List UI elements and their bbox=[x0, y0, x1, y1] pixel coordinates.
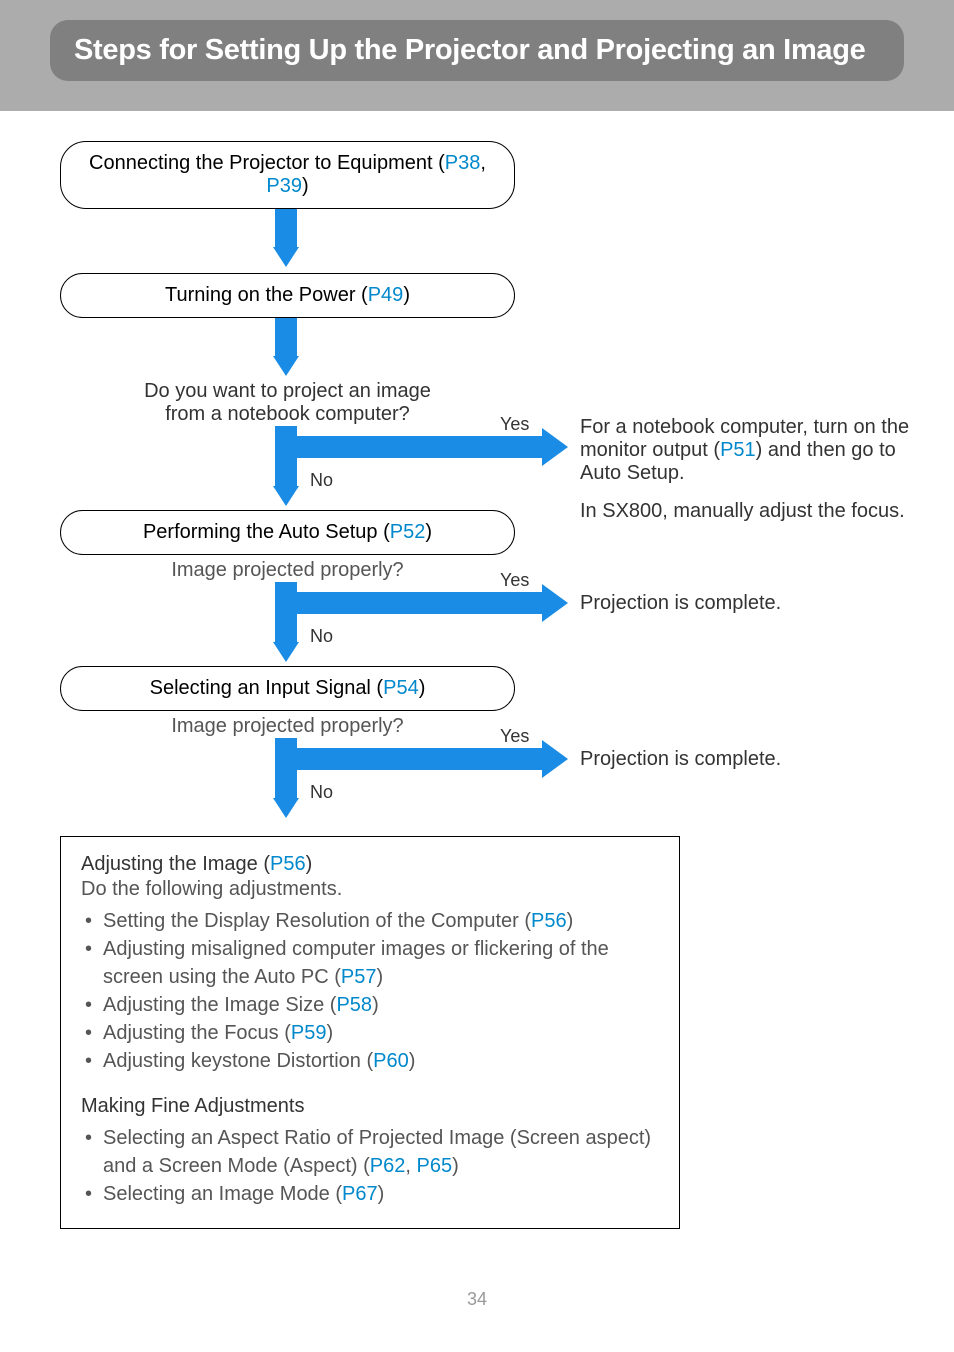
content-area: Connecting the Projector to Equipment (P… bbox=[0, 111, 954, 1269]
step-connecting: Connecting the Projector to Equipment (P… bbox=[60, 141, 515, 209]
step-auto-setup: Performing the Auto Setup (P52) bbox=[60, 510, 515, 555]
yes-label-3: Yes bbox=[500, 726, 529, 747]
arrow-down-icon bbox=[273, 356, 299, 376]
step4-pre: Selecting an Input Signal ( bbox=[150, 677, 384, 699]
link-p51[interactable]: P51 bbox=[720, 439, 756, 461]
adjusting-image-box: Adjusting the Image (P56) Do the followi… bbox=[60, 836, 680, 1229]
list-item: Adjusting misaligned computer images or … bbox=[81, 935, 659, 991]
link-p60[interactable]: P60 bbox=[373, 1050, 409, 1072]
step1-sep: , bbox=[480, 152, 486, 174]
link-p67[interactable]: P67 bbox=[342, 1183, 378, 1205]
sx800-note: In SX800, manually adjust the focus. bbox=[580, 500, 910, 523]
arrow-down-icon bbox=[273, 247, 299, 267]
adjust-list: Setting the Display Resolution of the Co… bbox=[81, 907, 659, 1075]
notebook-result: For a notebook computer, turn on the mon… bbox=[580, 416, 910, 485]
list-item: Setting the Display Resolution of the Co… bbox=[81, 907, 659, 935]
list-item: Selecting an Image Mode (P67) bbox=[81, 1180, 659, 1208]
yes-label-1: Yes bbox=[500, 414, 529, 435]
link-p56a[interactable]: P56 bbox=[270, 853, 306, 875]
adjust-heading-pre: Adjusting the Image ( bbox=[81, 853, 270, 875]
step3-sub: Image projected properly? bbox=[60, 559, 515, 582]
header-band: Steps for Setting Up the Projector and P… bbox=[0, 0, 954, 111]
step4-post: ) bbox=[419, 677, 426, 699]
yes-label-2: Yes bbox=[500, 570, 529, 591]
step3-post: ) bbox=[425, 521, 432, 543]
step3-pre: Performing the Auto Setup ( bbox=[143, 521, 390, 543]
step4-sub: Image projected properly? bbox=[60, 715, 515, 738]
decision-notebook: Do you want to project an image from a n… bbox=[60, 380, 515, 426]
no-label-3: No bbox=[310, 782, 333, 803]
list-item: Adjusting keystone Distortion (P60) bbox=[81, 1047, 659, 1075]
step2-pre: Turning on the Power ( bbox=[165, 284, 368, 306]
branch-arrows-2 bbox=[60, 582, 580, 662]
step1-post: ) bbox=[302, 175, 309, 197]
link-p38[interactable]: P38 bbox=[445, 152, 481, 174]
list-item: Adjusting the Focus (P59) bbox=[81, 1019, 659, 1047]
step-input-signal: Selecting an Input Signal (P54) bbox=[60, 666, 515, 711]
link-p65[interactable]: P65 bbox=[417, 1155, 453, 1177]
page-title: Steps for Setting Up the Projector and P… bbox=[74, 34, 880, 67]
adjust-heading-post: ) bbox=[306, 853, 313, 875]
adjust-heading: Adjusting the Image (P56) bbox=[81, 853, 659, 876]
fine-heading: Making Fine Adjustments bbox=[81, 1095, 659, 1118]
branch-arrows-1 bbox=[60, 426, 580, 506]
list-item: Selecting an Aspect Ratio of Projected I… bbox=[81, 1124, 659, 1180]
adjust-intro: Do the following adjustments. bbox=[81, 878, 659, 901]
no-label-1: No bbox=[310, 470, 333, 491]
step-power: Turning on the Power (P49) bbox=[60, 273, 515, 318]
projection-complete-1: Projection is complete. bbox=[580, 592, 910, 615]
flowchart: Connecting the Projector to Equipment (P… bbox=[60, 141, 894, 1229]
title-bar: Steps for Setting Up the Projector and P… bbox=[50, 20, 904, 81]
link-p62[interactable]: P62 bbox=[370, 1155, 406, 1177]
step1-pre: Connecting the Projector to Equipment ( bbox=[89, 152, 445, 174]
link-p39[interactable]: P39 bbox=[266, 175, 302, 197]
link-p59[interactable]: P59 bbox=[291, 1022, 327, 1044]
link-p56b[interactable]: P56 bbox=[531, 910, 567, 932]
fine-list: Selecting an Aspect Ratio of Projected I… bbox=[81, 1124, 659, 1208]
link-p54[interactable]: P54 bbox=[383, 677, 419, 699]
list-item: Adjusting the Image Size (P58) bbox=[81, 991, 659, 1019]
no-label-2: No bbox=[310, 626, 333, 647]
decision1-line1: Do you want to project an image bbox=[60, 380, 515, 403]
arrow-stem bbox=[275, 318, 297, 356]
branch-arrows-3 bbox=[60, 738, 580, 818]
decision1-line2: from a notebook computer? bbox=[60, 403, 515, 426]
arrow-stem bbox=[275, 209, 297, 247]
link-p52[interactable]: P52 bbox=[390, 521, 426, 543]
link-p57[interactable]: P57 bbox=[341, 966, 377, 988]
page-number: 34 bbox=[0, 1269, 954, 1340]
projection-complete-2: Projection is complete. bbox=[580, 748, 910, 771]
link-p49[interactable]: P49 bbox=[368, 284, 404, 306]
step2-post: ) bbox=[403, 284, 410, 306]
link-p58[interactable]: P58 bbox=[336, 994, 372, 1016]
